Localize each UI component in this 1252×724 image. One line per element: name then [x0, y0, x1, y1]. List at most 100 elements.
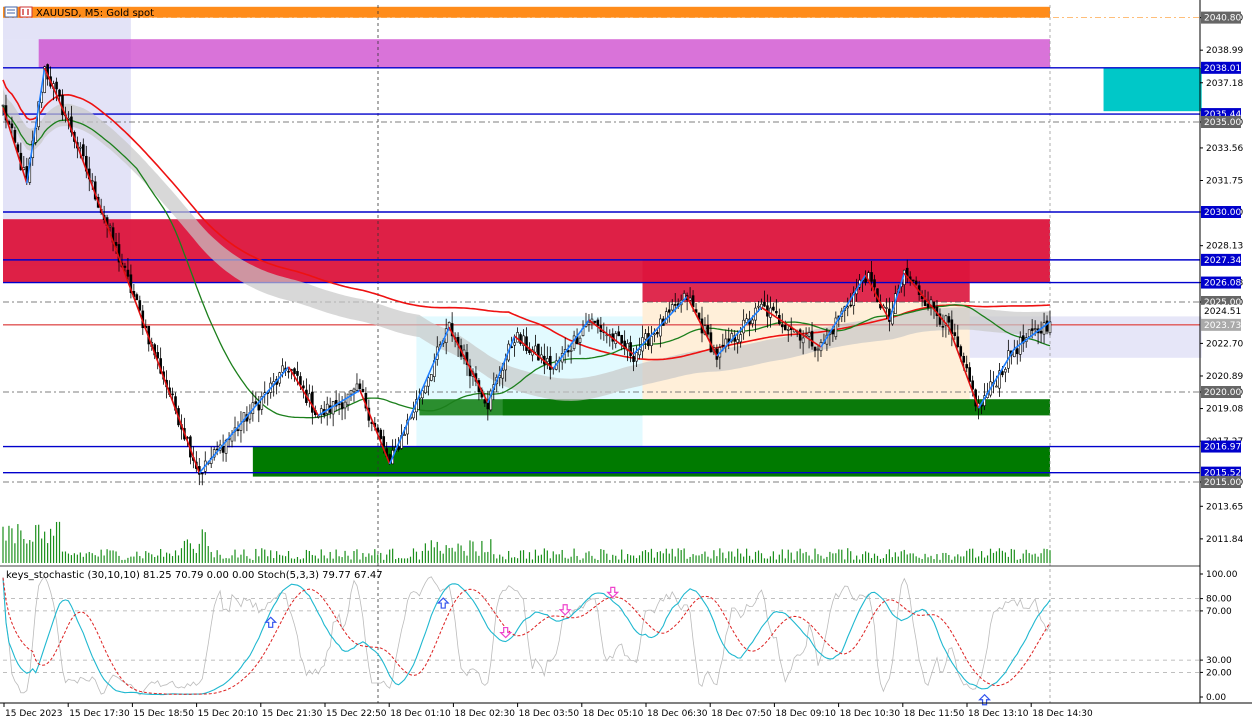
price-marker: 2023.73	[1201, 318, 1241, 331]
candle-body	[873, 279, 876, 288]
volume-bar	[216, 550, 218, 563]
volume-bar	[177, 555, 180, 563]
price-marker: 2015.52	[1201, 466, 1241, 479]
candle	[813, 346, 817, 358]
price-marker: 2030.00	[1201, 206, 1241, 218]
candle-body	[587, 321, 591, 325]
price-marker: 2015.00	[1201, 476, 1241, 488]
volume-bar	[561, 549, 563, 563]
candle-body	[938, 313, 942, 325]
volume-bar	[338, 556, 340, 563]
candle-body	[691, 295, 695, 308]
volume-bar	[154, 557, 156, 563]
volume-bar	[1016, 559, 1018, 563]
price-marker-box	[1201, 304, 1241, 317]
candle-body	[311, 392, 314, 413]
time-tick-label: 15 Dec 22:50	[326, 709, 387, 719]
volume-bar	[47, 543, 49, 563]
volume-bar	[603, 549, 605, 563]
volume-bar	[228, 558, 230, 563]
zigzag-up	[388, 326, 450, 465]
candle-body	[424, 385, 427, 394]
volume-bar	[264, 549, 266, 563]
candle-body	[135, 294, 139, 301]
volume-bar	[737, 548, 739, 563]
volume-bar	[713, 550, 715, 563]
volume-bar	[386, 554, 388, 563]
candle-body	[941, 325, 945, 328]
volume-bar	[570, 556, 572, 563]
zigzag-down	[588, 319, 635, 355]
volume-bar	[472, 541, 474, 563]
volume-bar	[415, 551, 418, 563]
volume-bar	[948, 554, 950, 563]
volume-bar	[246, 556, 248, 563]
chart-type-icon[interactable]	[19, 6, 33, 18]
moving-averages	[2, 79, 1051, 419]
volume-bar	[55, 521, 58, 563]
volume-bar	[511, 557, 513, 563]
candle-body	[388, 454, 391, 462]
time-tick-label: 18 Dec 13:10	[968, 709, 1029, 719]
candle	[254, 392, 258, 407]
candle-body	[730, 333, 734, 342]
volume-bars	[2, 521, 1051, 563]
volume-bar	[528, 552, 531, 563]
volume-bar	[588, 551, 590, 563]
volume-bar	[213, 557, 215, 563]
price-marker-box	[1201, 206, 1241, 218]
volume-bar	[906, 554, 908, 563]
candle	[293, 367, 296, 382]
sell-arrow-icon	[606, 586, 620, 599]
candle	[587, 314, 591, 332]
price-marker: 2020.00	[1201, 386, 1241, 398]
candle	[129, 264, 133, 299]
volume-bar	[978, 556, 980, 563]
volume-bar	[1028, 553, 1030, 563]
volume-bar	[403, 558, 406, 563]
candle-body	[944, 315, 948, 326]
volume-bar	[957, 554, 959, 563]
candle-body	[807, 332, 811, 337]
volume-bar	[222, 558, 224, 563]
candle-body	[998, 370, 1001, 389]
volume-bar	[487, 551, 489, 563]
candle-body	[55, 81, 58, 90]
volume-bar	[11, 528, 13, 563]
volume-bar	[305, 549, 307, 563]
candle-body	[236, 429, 240, 431]
volume-bar	[998, 548, 1001, 563]
volume-bar	[757, 550, 760, 563]
price-marker-label: 2038.01	[1204, 64, 1241, 74]
price-marker-box	[1201, 476, 1241, 488]
indicator-title: keys_stochastic (30,10,10) 81.25 70.79 0…	[6, 570, 383, 581]
candle-body	[296, 371, 299, 376]
volume-bar	[653, 557, 656, 563]
volume-bar	[1034, 553, 1036, 563]
candle-body	[483, 399, 487, 404]
candle-body	[670, 304, 674, 311]
candle-body	[340, 402, 344, 410]
volume-bar	[829, 551, 831, 563]
volume-bar	[133, 556, 135, 563]
candle	[650, 325, 653, 354]
volume-bar	[284, 556, 287, 563]
candle-body	[403, 434, 406, 436]
candle-body	[578, 337, 582, 343]
candle	[578, 335, 582, 355]
price-tick-label: 2020.89	[1206, 372, 1243, 382]
time-tick-label: 18 Dec 05:10	[583, 709, 644, 719]
volume-bar	[195, 552, 197, 563]
volume-bar	[609, 559, 611, 563]
volume-bar	[207, 546, 209, 563]
volume-bar	[903, 549, 905, 563]
price-marker-label: 2015.52	[1204, 469, 1241, 479]
volume-bar	[61, 551, 64, 563]
volume-bar	[692, 554, 694, 563]
candle-body	[617, 331, 621, 337]
candle-body	[1027, 329, 1031, 337]
menu-icon[interactable]	[4, 6, 18, 18]
volume-bar	[799, 548, 801, 563]
candle-body	[763, 301, 766, 307]
